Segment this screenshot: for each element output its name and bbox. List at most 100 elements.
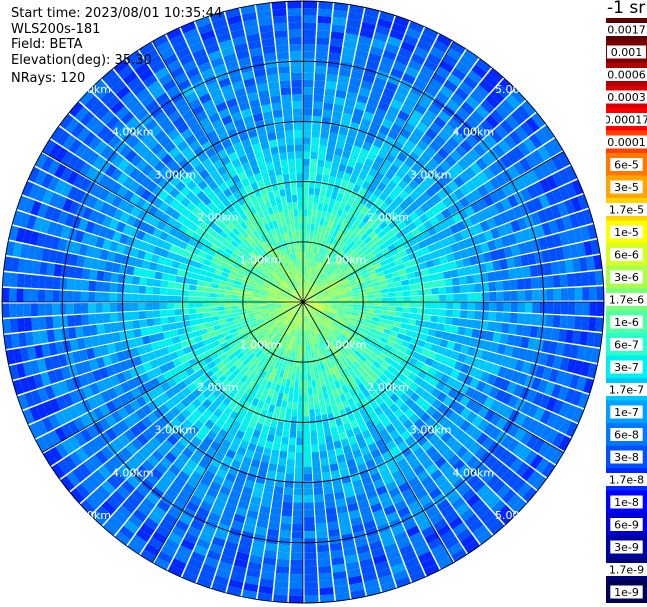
beta-cell [442, 53, 458, 67]
beta-cell [273, 486, 284, 495]
beta-cell [364, 436, 375, 446]
beta-cell [322, 330, 329, 338]
beta-cell [534, 339, 544, 352]
beta-cell [393, 92, 407, 104]
beta-cell [414, 249, 424, 258]
beta-cell [281, 400, 288, 409]
beta-cell [39, 261, 48, 276]
beta-cell [315, 261, 321, 270]
beta-cell [324, 296, 332, 299]
beta-cell [350, 70, 364, 81]
beta-cell [408, 357, 418, 366]
beta-cell [343, 40, 357, 50]
beta-cell [393, 452, 405, 463]
beta-cell [430, 421, 442, 434]
beta-cell [319, 188, 327, 197]
beta-cell [363, 276, 372, 282]
beta-cell [257, 9, 272, 19]
beta-cell [572, 330, 581, 345]
beta-cell [259, 409, 268, 418]
beta-cell [201, 351, 210, 360]
beta-cell [393, 321, 402, 328]
beta-cell [74, 267, 84, 279]
beta-cell [277, 233, 283, 242]
beta-cell [212, 474, 225, 486]
beta-cell [557, 151, 571, 168]
beta-cell [316, 295, 324, 299]
beta-cell [487, 352, 497, 364]
beta-cell [381, 417, 392, 428]
beta-cell [213, 324, 222, 331]
beta-cell [316, 334, 321, 343]
beta-cell [526, 169, 539, 184]
beta-cell [514, 231, 525, 244]
beta-cell [304, 552, 317, 560]
beta-cell [71, 122, 85, 138]
beta-cell [352, 426, 362, 436]
beta-cell [317, 429, 325, 438]
beta-cell [399, 200, 410, 211]
beta-cell [373, 313, 381, 318]
beta-cell [321, 471, 332, 481]
beta-cell [492, 214, 504, 227]
beta-cell [303, 316, 306, 324]
beta-cell [223, 91, 236, 102]
beta-cell [313, 365, 318, 373]
beta-cell [235, 206, 244, 216]
beta-cell [74, 402, 86, 416]
beta-cell [522, 486, 537, 503]
beta-cell [239, 439, 250, 450]
beta-cell [308, 306, 315, 311]
beta-cell [334, 318, 342, 324]
beta-cell [515, 462, 530, 477]
beta-cell [237, 233, 246, 242]
beta-cell [339, 409, 347, 418]
beta-cell [309, 297, 317, 301]
beta-cell [189, 122, 202, 134]
beta-cell [284, 309, 291, 314]
beta-cell [403, 122, 416, 134]
beta-cell [379, 336, 389, 344]
beta-cell [366, 376, 375, 386]
beta-cell [281, 304, 289, 307]
beta-cell [289, 430, 297, 438]
beta-cell [282, 307, 290, 311]
beta-cell [274, 383, 281, 392]
beta-cell [338, 354, 346, 362]
beta-cell [153, 349, 163, 359]
beta-cell [142, 429, 154, 442]
beta-cell [463, 49, 479, 64]
beta-cell [346, 197, 355, 206]
beta-cell [313, 487, 324, 496]
beta-cell [325, 328, 332, 336]
beta-cell [580, 361, 591, 377]
beta-cell [54, 147, 68, 163]
beta-cell [362, 571, 378, 583]
beta-cell [509, 457, 524, 473]
beta-cell [97, 465, 112, 480]
beta-cell [252, 221, 260, 230]
beta-cell [42, 400, 55, 416]
beta-cell [517, 290, 526, 301]
beta-cell [359, 506, 372, 517]
beta-cell [387, 105, 400, 117]
beta-cell [338, 241, 345, 250]
beta-cell [421, 457, 434, 470]
beta-cell [447, 192, 459, 204]
beta-cell [220, 84, 234, 95]
beta-cell [344, 289, 353, 293]
beta-cell [388, 335, 397, 343]
beta-cell [269, 287, 277, 292]
beta-cell [134, 258, 144, 268]
beta-cell [337, 133, 347, 143]
beta-cell [109, 282, 118, 293]
beta-cell [162, 79, 177, 92]
beta-cell [318, 356, 323, 365]
beta-cell [309, 296, 317, 300]
beta-cell [430, 250, 440, 260]
beta-cell [445, 436, 458, 449]
beta-cell [415, 488, 428, 501]
beta-cell [552, 399, 564, 415]
beta-cell [483, 181, 495, 194]
beta-cell [330, 549, 344, 559]
